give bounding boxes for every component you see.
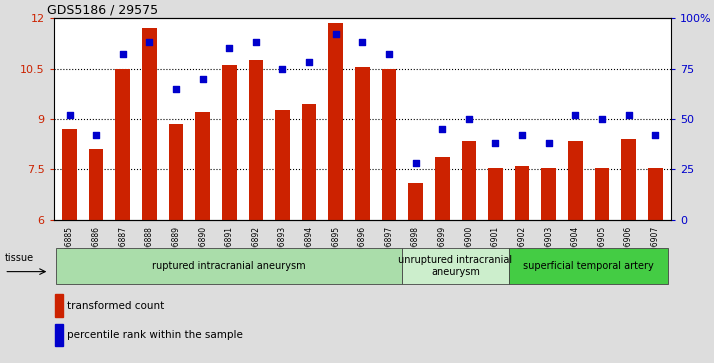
Bar — [648, 168, 663, 220]
Bar — [621, 139, 636, 220]
Text: ruptured intracranial aneurysm: ruptured intracranial aneurysm — [152, 261, 306, 271]
Bar — [55, 323, 63, 346]
Point — [543, 140, 554, 146]
Bar — [196, 112, 210, 220]
Text: superficial temporal artery: superficial temporal artery — [523, 261, 654, 271]
Bar — [515, 166, 529, 220]
Bar — [248, 60, 263, 220]
Bar — [568, 141, 583, 220]
Bar — [328, 23, 343, 220]
Point — [463, 116, 475, 122]
Bar — [62, 129, 77, 220]
Point — [436, 126, 448, 132]
Point — [356, 40, 368, 45]
Point — [330, 31, 341, 37]
Point — [197, 76, 208, 81]
Bar — [169, 124, 183, 220]
Point — [410, 160, 421, 166]
Bar — [222, 65, 236, 220]
Point — [277, 66, 288, 72]
Point — [623, 112, 634, 118]
Bar — [435, 158, 450, 220]
Text: transformed count: transformed count — [67, 301, 164, 310]
Point — [490, 140, 501, 146]
Bar — [142, 28, 156, 220]
Point — [250, 40, 261, 45]
Point — [383, 52, 395, 57]
Bar — [355, 67, 370, 220]
Bar — [55, 294, 63, 317]
Point — [171, 86, 182, 91]
Point — [117, 52, 129, 57]
Point — [64, 112, 75, 118]
Point — [596, 116, 608, 122]
Point — [91, 132, 102, 138]
Point — [144, 40, 155, 45]
Bar — [408, 183, 423, 220]
Text: unruptured intracranial
aneurysm: unruptured intracranial aneurysm — [398, 255, 513, 277]
Bar — [509, 248, 668, 284]
Bar — [382, 69, 396, 220]
Point — [516, 132, 528, 138]
Bar — [488, 168, 503, 220]
Text: percentile rank within the sample: percentile rank within the sample — [67, 330, 243, 339]
Point — [570, 112, 581, 118]
Bar — [302, 104, 316, 220]
Bar — [595, 168, 609, 220]
Point — [303, 60, 315, 65]
Point — [223, 45, 235, 51]
Bar — [461, 141, 476, 220]
Bar — [56, 248, 402, 284]
Point — [650, 132, 661, 138]
Bar — [402, 248, 509, 284]
Bar — [116, 69, 130, 220]
Text: tissue: tissue — [4, 253, 34, 262]
Bar — [89, 149, 104, 220]
Text: GDS5186 / 29575: GDS5186 / 29575 — [47, 4, 159, 17]
Bar — [275, 110, 290, 220]
Bar — [541, 168, 556, 220]
